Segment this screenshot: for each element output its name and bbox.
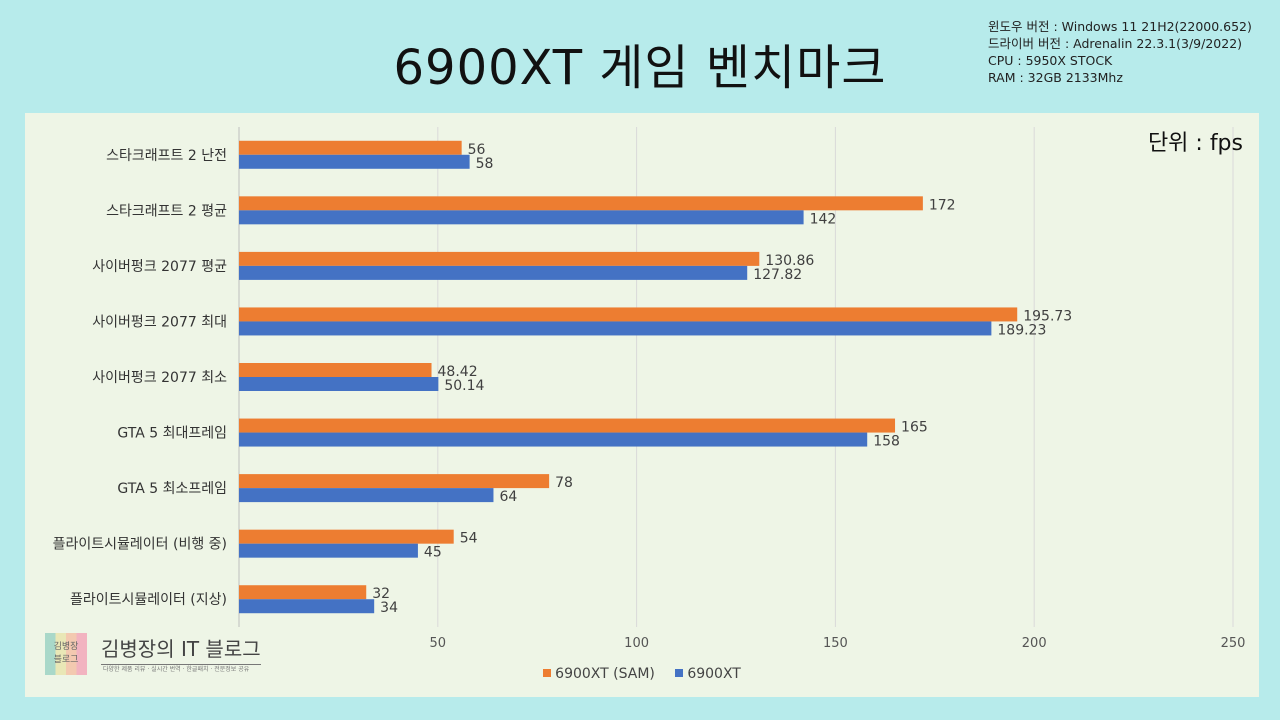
value-label-sam: 195.73 (1023, 308, 1072, 324)
category-label: 플라이트시뮬레이터 (비행 중) (53, 537, 227, 553)
x-tick-label: 150 (823, 636, 848, 651)
value-label-sam: 78 (555, 475, 573, 491)
bar-plain (239, 265, 748, 280)
category-label: GTA 5 최소프레임 (117, 481, 227, 497)
bar-plain (239, 599, 375, 614)
value-label-plain: 142 (810, 211, 837, 227)
blog-logo: 김병장 블로그 김병장의 IT 블로그 다양한 제품 리뷰 · 실시간 번역 · … (45, 633, 265, 677)
chart-legend: 6900XT (SAM) 6900XT (25, 666, 1259, 682)
bar-sam (239, 529, 454, 544)
bar-plain (239, 377, 439, 391)
bar-sam (239, 251, 760, 266)
chart-panel: 50 100 150 200 250 스타크래프트 2 난전 56 58 스타크래프트 2 평균… (25, 113, 1259, 697)
bar-plain (239, 210, 804, 225)
bar-plain (239, 321, 992, 336)
bar-sam (239, 196, 923, 211)
value-label-sam: 54 (460, 531, 478, 547)
spec-cpu: CPU : 5950X STOCK (988, 53, 1113, 68)
legend-label-plain: 6900XT (687, 666, 741, 682)
system-specs: 윈도우 버전 : Windows 11 21H2(22000.652) 드라이버… (988, 18, 1252, 86)
x-tick-label: 250 (1221, 636, 1246, 651)
bar-plain (239, 543, 418, 558)
value-label-plain: 45 (424, 545, 442, 561)
value-label-plain: 189.23 (997, 322, 1046, 338)
spec-ram: RAM : 32GB 2133Mhz (988, 70, 1123, 85)
value-label-sam: 130.86 (765, 253, 814, 269)
spec-driver: 드라이버 버전 : Adrenalin 22.3.1(3/9/2022) (988, 36, 1243, 51)
spec-os: 윈도우 버전 : Windows 11 21H2(22000.652) (988, 19, 1252, 34)
value-label-plain: 34 (380, 600, 398, 616)
logo-name: 김병장의 IT 블로그 (101, 633, 261, 665)
category-label: 사이버펑크 2077 최소 (92, 370, 227, 386)
x-tick-label: 100 (624, 636, 649, 651)
legend-item-sam: 6900XT (SAM) (543, 666, 655, 682)
bar-sam (239, 585, 367, 600)
bar-sam (239, 363, 432, 377)
value-label-sam: 32 (372, 586, 390, 602)
chart-title: 6900XT 게임 벤치마크 (393, 40, 887, 96)
value-label-plain: 58 (476, 156, 494, 172)
value-label-sam: 56 (468, 142, 486, 158)
bar-sam (239, 474, 550, 489)
category-label: GTA 5 최대프레임 (117, 426, 227, 442)
category-label: 사이버펑크 2077 평균 (92, 259, 227, 275)
value-label-sam: 48.42 (438, 364, 478, 380)
category-label: 스타크래프트 2 평균 (106, 203, 227, 219)
x-tick-label: 50 (430, 636, 447, 651)
logo-subtitle: 다양한 제품 리뷰 · 실시간 번역 · 한글패치 · 전문정보 공유 (103, 666, 250, 673)
value-label-plain: 64 (499, 489, 517, 505)
legend-swatch-sam (543, 669, 552, 677)
bar-plain (239, 488, 494, 503)
legend-label-sam: 6900XT (SAM) (555, 666, 655, 682)
x-tick-label: 200 (1022, 636, 1047, 651)
legend-swatch-plain (675, 669, 684, 677)
value-label-plain: 127.82 (753, 267, 802, 283)
bar-plain (239, 154, 470, 169)
value-label-plain: 50.14 (444, 378, 484, 394)
bar-plain (239, 432, 868, 447)
bar-sam (239, 140, 462, 155)
logo-mark-icon: 김병장 블로그 (45, 633, 87, 675)
legend-item-plain: 6900XT (675, 666, 741, 682)
bar-sam (239, 418, 896, 433)
category-label: 사이버펑크 2077 최대 (92, 314, 227, 330)
value-label-sam: 165 (901, 420, 928, 436)
value-label-sam: 172 (929, 197, 956, 213)
value-label-plain: 158 (873, 434, 900, 450)
category-label: 플라이트시뮬레이터 (지상) (70, 592, 227, 608)
category-label: 스타크래프트 2 난전 (106, 148, 227, 164)
bar-sam (239, 307, 1018, 322)
unit-label: 단위 : fps (1147, 131, 1243, 156)
